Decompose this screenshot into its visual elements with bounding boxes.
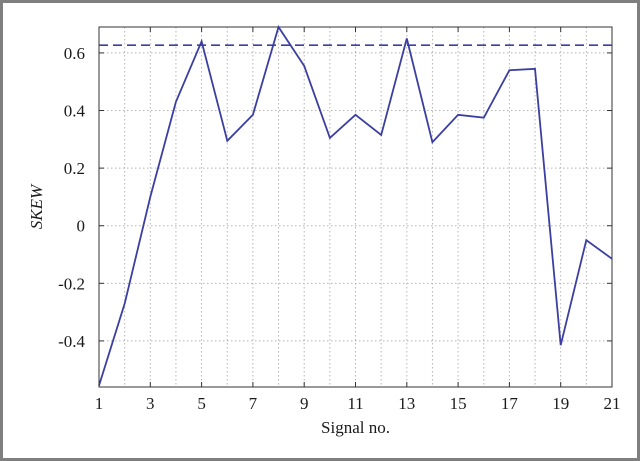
x-tick-label: 11 — [347, 394, 363, 413]
x-tick-label: 5 — [197, 394, 206, 413]
x-tick-label: 9 — [300, 394, 309, 413]
x-tick-label: 1 — [95, 394, 104, 413]
y-tick-label: 0.6 — [64, 44, 85, 63]
y-axis-ticks: -0.4 -0.2 0 0.2 0.4 0.6 — [58, 44, 612, 351]
grid — [99, 27, 612, 387]
x-tick-label: 13 — [398, 394, 415, 413]
x-tick-label: 19 — [552, 394, 569, 413]
y-tick-label: -0.2 — [58, 274, 85, 293]
series-layer — [98, 24, 613, 386]
y-tick-label: 0 — [77, 217, 86, 236]
x-tick-label: 21 — [604, 394, 621, 413]
y-tick-label: 0.2 — [64, 159, 85, 178]
x-tick-label: 3 — [146, 394, 155, 413]
x-tick-label: 7 — [249, 394, 258, 413]
y-tick-label: 0.4 — [64, 102, 86, 121]
y-axis-title: SKEW — [27, 183, 46, 229]
x-axis-ticks: 1 3 5 7 9 11 13 15 17 19 21 — [95, 27, 621, 413]
y-tick-label: -0.4 — [58, 332, 85, 351]
x-tick-label: 15 — [450, 394, 467, 413]
x-axis-title: Signal no. — [321, 418, 390, 437]
x-tick-label: 17 — [501, 394, 519, 413]
